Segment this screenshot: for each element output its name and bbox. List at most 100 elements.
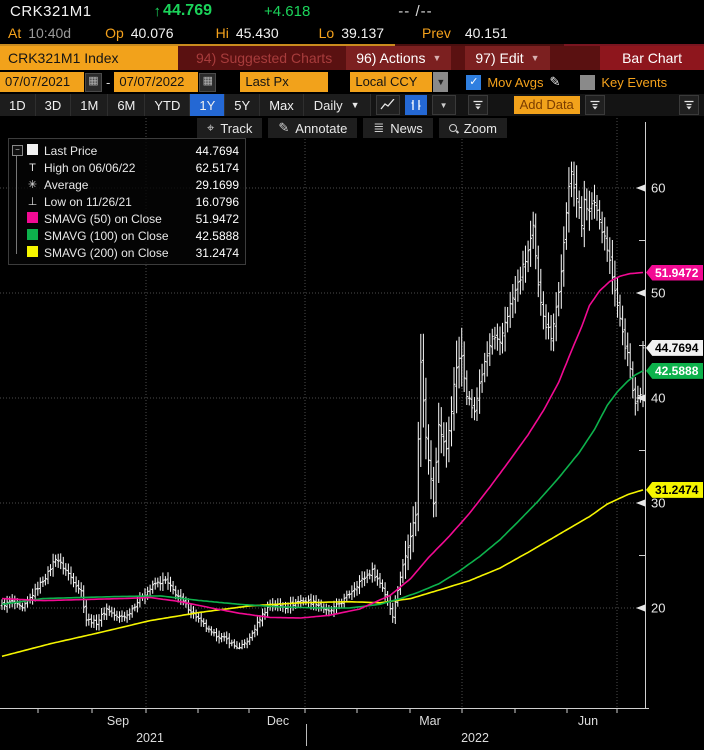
- line-chart-icon[interactable]: [375, 95, 400, 115]
- tab-3d[interactable]: 3D: [35, 94, 72, 116]
- tab-ytd[interactable]: YTD: [145, 94, 191, 116]
- chart-type-button[interactable]: Bar Chart: [600, 46, 704, 70]
- collapse-icon[interactable]: −: [12, 145, 23, 156]
- calendar-icon[interactable]: ▦: [85, 72, 102, 92]
- y-tick-label: 30: [651, 496, 665, 511]
- edit-menu[interactable]: 97) Edit ▼: [465, 46, 550, 70]
- y-tick-arrow: [636, 499, 645, 507]
- add-data-input[interactable]: Add Data: [513, 96, 580, 114]
- price-chart-canvas[interactable]: 20 30 40 50 60 Sep Dec Mar Jun 2021 2022: [0, 116, 704, 750]
- track-icon: ⌖: [207, 120, 215, 135]
- open-value: 40.076: [130, 25, 174, 41]
- key-events-label: Key Events: [601, 74, 668, 90]
- tab-6m[interactable]: 6M: [108, 94, 146, 116]
- ticker-symbol: CRK321M1: [10, 2, 92, 20]
- filter-icon[interactable]: [679, 95, 699, 115]
- up-arrow-icon: ↑: [153, 2, 162, 20]
- annotate-button[interactable]: ✎ Annotate: [268, 118, 358, 138]
- y-tick-label: 60: [651, 181, 665, 196]
- news-icon: ≣: [373, 120, 385, 135]
- high-value: 45.430: [235, 25, 279, 41]
- average-marker-icon: ✳: [27, 179, 38, 191]
- price-tag: 31.2474: [646, 481, 703, 498]
- year-label: 2021: [136, 731, 164, 745]
- chart-toolbar: ⌖ Track ✎ Annotate ≣ News Zoom: [197, 118, 507, 138]
- filter-icon[interactable]: [467, 95, 488, 115]
- frequency-select[interactable]: Daily ▼: [303, 94, 371, 116]
- chart-legend: − Last Price 44.7694 T High on 06/06/22 …: [8, 138, 246, 265]
- legend-row-sma50[interactable]: SMAVG (50) on Close 51.9472: [9, 210, 239, 227]
- calendar-icon[interactable]: ▦: [199, 72, 217, 92]
- y-tick-arrow: [636, 289, 645, 297]
- high-label: Hi: [215, 25, 229, 41]
- date-range-dash: -: [106, 74, 111, 90]
- legend-row-sma100[interactable]: SMAVG (100) on Close 42.5888: [9, 227, 239, 244]
- legend-row-high[interactable]: T High on 06/06/22 62.5174: [9, 159, 239, 176]
- prev-label: Prev: [422, 25, 451, 41]
- security-tab[interactable]: CRK321M1 Index: [0, 46, 178, 70]
- suggested-charts-menu[interactable]: 94) Suggested Charts: [196, 50, 333, 66]
- price-tag: 51.9472: [646, 264, 703, 281]
- date-to-field[interactable]: 07/07/2022: [114, 72, 199, 92]
- bar-chart-type-icon[interactable]: [404, 95, 427, 115]
- price-field-select[interactable]: Last Px: [240, 72, 329, 92]
- year-label: 2022: [461, 731, 489, 745]
- month-label: Sep: [107, 714, 129, 728]
- chevron-down-icon: ▼: [432, 53, 442, 63]
- actions-menu[interactable]: 96) Actions ▼: [346, 46, 452, 70]
- chevron-down-icon[interactable]: ▼: [433, 72, 449, 92]
- tab-1d[interactable]: 1D: [0, 94, 36, 116]
- track-button[interactable]: ⌖ Track: [197, 118, 263, 138]
- date-from-field[interactable]: 07/07/2021: [0, 72, 84, 92]
- tab-5y[interactable]: 5Y: [225, 94, 261, 116]
- filter-icon[interactable]: [584, 95, 605, 115]
- session-line: At 10:40d Op 40.076 Hi 45.430 Lo 39.137 Prev…: [0, 22, 704, 44]
- sma200-swatch: [25, 245, 40, 260]
- price-tag: 44.7694: [646, 339, 703, 356]
- tab-1m[interactable]: 1M: [71, 94, 109, 116]
- legend-row-last-price[interactable]: Last Price 44.7694: [9, 142, 239, 159]
- pencil-icon[interactable]: ✎: [549, 74, 561, 89]
- mov-avgs-checkbox[interactable]: ✓: [466, 74, 482, 90]
- open-label: Op: [105, 25, 124, 41]
- legend-row-sma200[interactable]: SMAVG (200) on Close 31.2474: [9, 244, 239, 261]
- month-label: Dec: [267, 714, 289, 728]
- axis-lines: [0, 122, 649, 709]
- mov-avgs-label: Mov Avgs: [487, 74, 544, 90]
- minor-ticks: [37, 240, 645, 713]
- controls-bar: 07/07/2021 ▦ - 07/07/2022 ▦ Last Px Loca…: [0, 70, 704, 94]
- quote-line: CRK321M1 ↑ 44.769 +4.618 -- /--: [0, 0, 704, 22]
- tab-1y-selected[interactable]: 1Y: [190, 94, 226, 116]
- sma50-swatch: [25, 211, 40, 226]
- sma50-line: [1, 271, 644, 619]
- legend-row-average[interactable]: ✳ Average 29.1699: [9, 176, 239, 193]
- chart-area: 20 30 40 50 60 Sep Dec Mar Jun 2021 2022 ⌖ Track ✎ A…: [0, 116, 704, 750]
- high-marker-icon: T: [29, 161, 36, 174]
- legend-tree-line: [16, 149, 17, 254]
- month-label: Mar: [419, 714, 441, 728]
- key-events-checkbox[interactable]: [580, 74, 596, 90]
- legend-row-low[interactable]: ⊥ Low on 11/26/21 16.0796: [9, 193, 239, 210]
- y-tick-label: 20: [651, 601, 665, 616]
- low-value: 39.137: [341, 25, 385, 41]
- bid-ask: -- /--: [398, 2, 433, 20]
- chevron-down-icon: ▼: [530, 53, 540, 63]
- prev-value: 40.151: [464, 25, 508, 41]
- low-marker-icon: ⊥: [27, 196, 38, 208]
- gridlines: [0, 118, 645, 708]
- sma100-swatch: [25, 228, 40, 243]
- header-divider: [0, 44, 704, 46]
- chevron-down-icon[interactable]: ▼: [431, 95, 456, 115]
- currency-select[interactable]: Local CCY: [350, 72, 433, 92]
- zoom-button[interactable]: Zoom: [438, 118, 507, 138]
- y-tick-label: 50: [651, 286, 665, 301]
- annotate-icon: ✎: [278, 120, 290, 135]
- tab-max[interactable]: Max: [260, 94, 304, 116]
- news-button[interactable]: ≣ News: [363, 118, 433, 138]
- last-price-swatch: [25, 143, 40, 158]
- low-label: Lo: [318, 25, 335, 41]
- last-price: 44.769: [163, 2, 212, 19]
- zoom-icon: [448, 123, 458, 133]
- chevron-down-icon: ▼: [350, 100, 360, 110]
